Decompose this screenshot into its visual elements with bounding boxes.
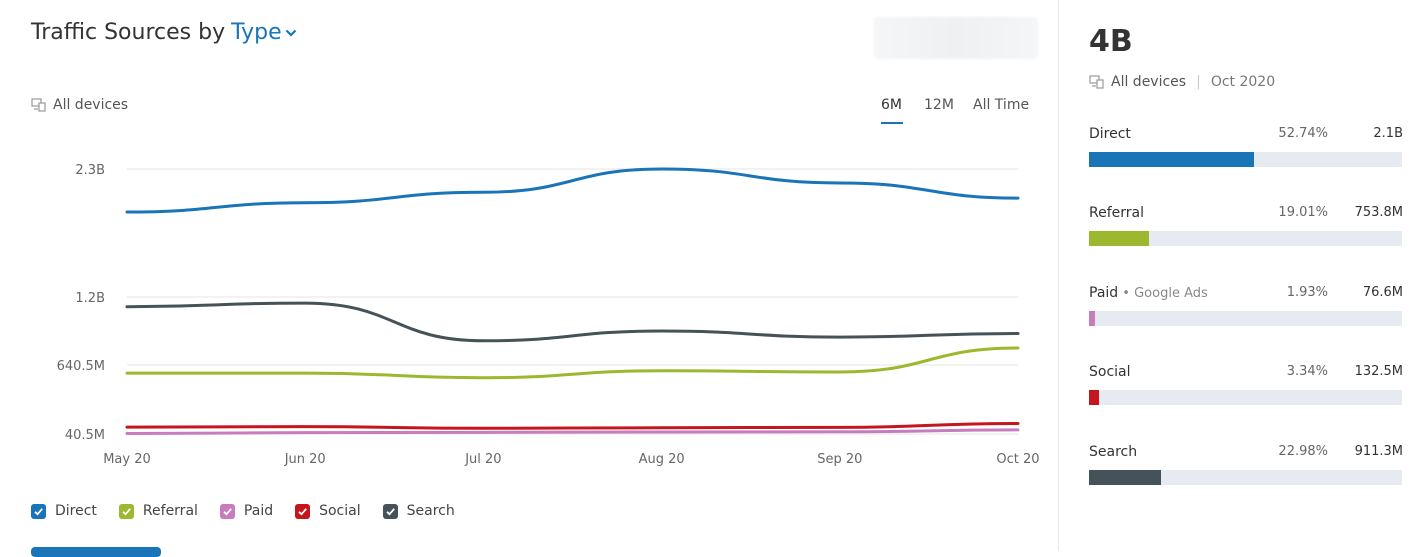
source-value: 753.8M xyxy=(1354,205,1403,220)
source-percent: 19.01% xyxy=(1278,205,1328,220)
source-bar-track xyxy=(1089,231,1402,246)
devices-icon xyxy=(1089,75,1104,89)
source-bar-fill xyxy=(1089,311,1096,326)
legend-label: Paid xyxy=(243,503,274,519)
checkbox-icon[interactable] xyxy=(31,503,46,519)
source-percent: 52.74% xyxy=(1278,126,1328,141)
source-name: Direct xyxy=(1089,126,1131,142)
source-name: Referral xyxy=(1089,205,1144,221)
source-name: Paid • Google Ads xyxy=(1089,285,1208,301)
range-6m-tab[interactable]: 6M xyxy=(881,97,902,113)
x-tick-label: May 20 xyxy=(103,452,151,467)
y-tick-label: 1.2B xyxy=(75,291,105,306)
source-bar-fill xyxy=(1089,470,1161,485)
summary-date: Oct 2020 xyxy=(1210,74,1276,90)
separator: | xyxy=(1196,74,1201,90)
type-dropdown-label: Type xyxy=(231,20,282,45)
device-filter[interactable]: All devices xyxy=(31,97,128,113)
title-prefix: Traffic Sources by xyxy=(31,20,226,45)
checkbox-icon[interactable] xyxy=(382,503,398,519)
legend-item-referral[interactable]: Referral xyxy=(118,503,198,519)
series-line-paid xyxy=(125,428,1020,435)
source-bar-fill xyxy=(1089,152,1255,167)
chart-legend: Direct Referral Paid Social Search xyxy=(31,503,477,519)
range-all-time-tab[interactable]: All Time xyxy=(973,97,1030,113)
legend-item-direct[interactable]: Direct xyxy=(31,503,97,519)
x-tick-label: Aug 20 xyxy=(639,452,685,467)
devices-icon xyxy=(31,98,46,112)
active-range-underline xyxy=(881,122,903,124)
panel-divider xyxy=(1058,0,1059,551)
source-bar-track xyxy=(1089,152,1402,167)
type-dropdown[interactable]: Type xyxy=(231,20,297,45)
source-bar-fill xyxy=(1089,390,1100,405)
source-bar-track xyxy=(1089,311,1402,326)
legend-item-search[interactable]: Search xyxy=(382,503,455,519)
source-value: 76.6M xyxy=(1362,285,1403,300)
y-tick-label: 2.3B xyxy=(75,163,105,178)
line-chart: 40.5M 640.5M 1.2B 2.3B May 20 Jun 20 Jul 20 Aug… xyxy=(57,163,1040,467)
source-value: 2.1B xyxy=(1373,126,1403,141)
x-tick-label: Sep 20 xyxy=(817,452,862,467)
range-12m-tab[interactable]: 12M xyxy=(924,97,954,113)
source-percent: 22.98% xyxy=(1278,444,1328,459)
legend-item-paid[interactable]: Paid xyxy=(219,503,274,519)
legend-item-social[interactable]: Social xyxy=(295,503,361,519)
checkbox-icon[interactable] xyxy=(118,503,134,519)
source-value: 911.3M xyxy=(1354,444,1403,459)
series-line-direct xyxy=(125,167,1020,214)
legend-label: Direct xyxy=(55,503,97,519)
source-subtitle: • Google Ads xyxy=(1118,286,1208,301)
legend-label: Search xyxy=(406,503,455,519)
traffic-chart-panel: Traffic Sources by Type All devices 6M 12… xyxy=(31,17,1040,557)
source-bar-track xyxy=(1089,470,1402,485)
checkbox-icon[interactable] xyxy=(295,503,311,519)
checkbox-icon[interactable] xyxy=(219,503,235,519)
summary-devices-label: All devices xyxy=(1111,74,1187,90)
source-percent: 1.93% xyxy=(1286,285,1328,300)
x-tick-label: Jul 20 xyxy=(464,452,501,467)
y-tick-label: 40.5M xyxy=(65,428,105,443)
series-line-referral xyxy=(125,346,1020,380)
legend-label: Social xyxy=(319,503,361,519)
series-line-search xyxy=(125,301,1020,343)
source-name: Search xyxy=(1089,444,1138,460)
series-line-social xyxy=(125,421,1020,430)
summary-panel: 4B All devices | Oct 2020 Direct 52.74% 2.… xyxy=(1059,0,1425,551)
x-tick-label: Jun 20 xyxy=(284,452,326,467)
chart-title: Traffic Sources by Type xyxy=(31,20,297,45)
y-tick-label: 640.5M xyxy=(57,359,105,374)
x-tick-label: Oct 20 xyxy=(996,452,1039,467)
summary-device-filter: All devices | Oct 2020 xyxy=(1089,74,1275,90)
blurred-export-button[interactable] xyxy=(874,17,1038,59)
device-filter-label: All devices xyxy=(53,97,129,113)
source-value: 132.5M xyxy=(1354,364,1403,379)
source-bar-track xyxy=(1089,390,1402,405)
legend-label: Referral xyxy=(142,503,198,519)
source-percent: 3.34% xyxy=(1286,364,1328,379)
total-visits: 4B xyxy=(1089,24,1133,59)
action-button[interactable] xyxy=(31,547,161,557)
source-name: Social xyxy=(1089,364,1131,380)
chevron-down-icon xyxy=(285,29,296,37)
source-bar-fill xyxy=(1089,231,1149,246)
